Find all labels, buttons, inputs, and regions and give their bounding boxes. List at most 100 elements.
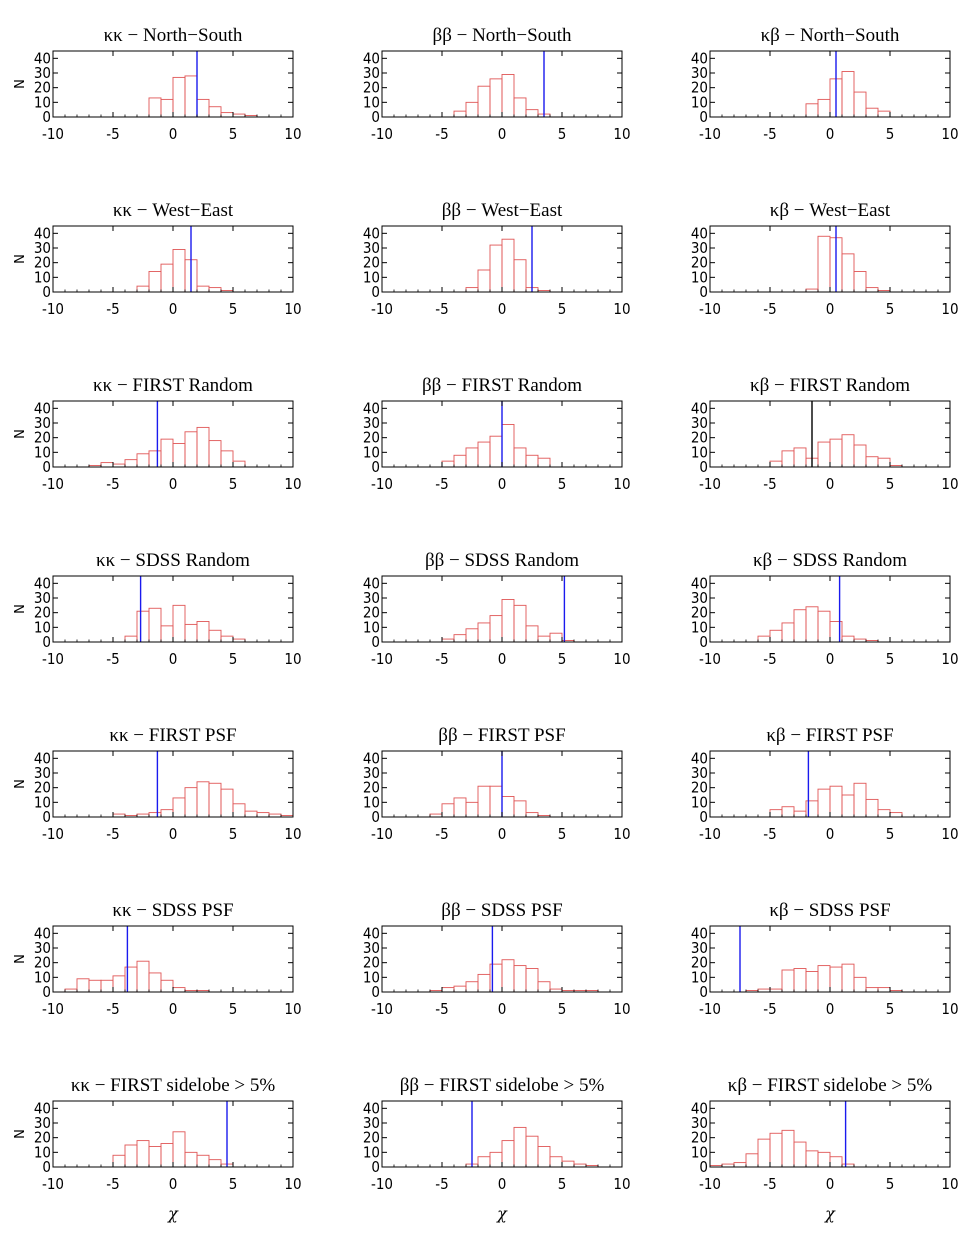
x-tick-label: -5 <box>435 1000 448 1018</box>
histogram-bar <box>220 635 234 643</box>
histogram-bar <box>781 1129 795 1168</box>
y-tick-label: 0 <box>699 633 708 651</box>
y-tick-label: 40 <box>34 49 51 67</box>
histogram-bar <box>88 979 102 993</box>
x-tick-label: 5 <box>229 1000 238 1018</box>
panel-title: κκ − FIRST Random <box>93 375 253 396</box>
histogram-bar <box>549 632 563 643</box>
histogram-bar <box>489 78 503 118</box>
y-tick-label: 20 <box>34 604 51 622</box>
y-tick-label: 0 <box>699 808 708 826</box>
y-tick-label: 20 <box>363 1129 380 1147</box>
y-tick-label: 10 <box>691 968 708 986</box>
y-tick-label: 0 <box>371 458 380 476</box>
histogram-bar <box>148 607 162 643</box>
x-tick-label: 5 <box>886 475 895 493</box>
panel-title: ββ − FIRST sidelobe > 5% <box>400 1075 605 1096</box>
histogram-bar <box>841 71 855 118</box>
x-tick-label: 0 <box>826 300 835 318</box>
histogram-bar <box>148 972 162 993</box>
x-tick-label: 5 <box>886 825 895 843</box>
y-tick-label: 10 <box>34 968 51 986</box>
histogram-bar <box>453 797 467 818</box>
y-tick-label: 0 <box>42 1158 51 1176</box>
x-tick-label: 5 <box>229 1175 238 1193</box>
histogram-bar <box>489 435 503 468</box>
x-tick-label: -5 <box>106 1175 119 1193</box>
y-tick-label: 30 <box>363 414 380 432</box>
histogram-bar <box>441 987 455 993</box>
x-tick-label: 5 <box>558 300 567 318</box>
x-tick-label: 5 <box>886 1000 895 1018</box>
histogram-panel: κβ − FIRST sidelobe > 5%-10 -5 0 5 100102030… <box>691 1075 959 1223</box>
y-tick-label: 30 <box>34 1114 51 1132</box>
y-tick-label: 20 <box>691 954 708 972</box>
histogram-bar <box>525 812 539 818</box>
histogram-bar <box>172 443 186 468</box>
histogram-bar <box>184 1151 198 1168</box>
histogram-bar <box>172 249 186 293</box>
y-tick-label: 10 <box>34 618 51 636</box>
x-tick-label: -10 <box>42 650 64 668</box>
histogram-bar <box>172 987 186 993</box>
x-tick-label: 5 <box>229 825 238 843</box>
histogram-bar <box>829 785 843 818</box>
histogram-bar <box>160 625 174 643</box>
histogram-bar <box>537 635 551 643</box>
x-tick-label: 5 <box>229 650 238 668</box>
histogram-bar <box>501 238 515 293</box>
x-tick-label: 10 <box>284 475 301 493</box>
x-tick-label: -5 <box>763 650 776 668</box>
y-axis-label: N <box>13 429 28 439</box>
y-tick-label: 30 <box>363 1114 380 1132</box>
y-tick-label: 20 <box>34 954 51 972</box>
histogram-bar <box>208 629 222 643</box>
histogram-bar <box>232 803 246 818</box>
panel-title: κκ − SDSS PSF <box>112 900 233 921</box>
histogram-bar <box>208 782 222 818</box>
histogram-bar <box>525 1135 539 1168</box>
histogram-bar <box>817 441 831 468</box>
y-tick-label: 30 <box>691 589 708 607</box>
histogram-bar <box>100 462 114 468</box>
y-tick-label: 40 <box>691 1099 708 1117</box>
histogram-bar <box>208 106 222 118</box>
x-tick-label: 10 <box>284 125 301 143</box>
histogram-bar <box>817 965 831 993</box>
y-tick-label: 0 <box>371 108 380 126</box>
y-tick-label: 30 <box>691 239 708 257</box>
histogram-bar <box>805 1150 819 1168</box>
histogram-bar <box>769 629 783 643</box>
histogram-bar <box>477 622 491 643</box>
x-tick-label: -5 <box>435 125 448 143</box>
y-tick-label: 40 <box>363 399 380 417</box>
histogram-bar <box>477 785 491 818</box>
histogram-bar <box>525 454 539 468</box>
histogram-bar <box>853 91 867 118</box>
histogram-bar <box>477 1156 491 1168</box>
y-tick-label: 0 <box>371 983 380 1001</box>
histogram-bar <box>877 110 891 118</box>
y-tick-label: 0 <box>699 283 708 301</box>
y-tick-label: 20 <box>691 1129 708 1147</box>
x-tick-label: -10 <box>699 825 721 843</box>
y-tick-label: 20 <box>691 604 708 622</box>
y-tick-label: 0 <box>42 808 51 826</box>
y-tick-label: 40 <box>34 399 51 417</box>
x-tick-label: -5 <box>435 650 448 668</box>
y-tick-label: 40 <box>34 224 51 242</box>
histogram-bar <box>136 285 150 293</box>
histogram-bar <box>148 1146 162 1168</box>
histogram-bar <box>841 635 855 643</box>
y-tick-label: 30 <box>691 764 708 782</box>
y-tick-label: 10 <box>363 968 380 986</box>
x-tick-label: 5 <box>558 125 567 143</box>
x-tick-label: -10 <box>42 1175 64 1193</box>
y-tick-label: 10 <box>34 93 51 111</box>
y-tick-label: 0 <box>371 808 380 826</box>
histogram-bar <box>453 454 467 468</box>
y-tick-label: 0 <box>371 283 380 301</box>
